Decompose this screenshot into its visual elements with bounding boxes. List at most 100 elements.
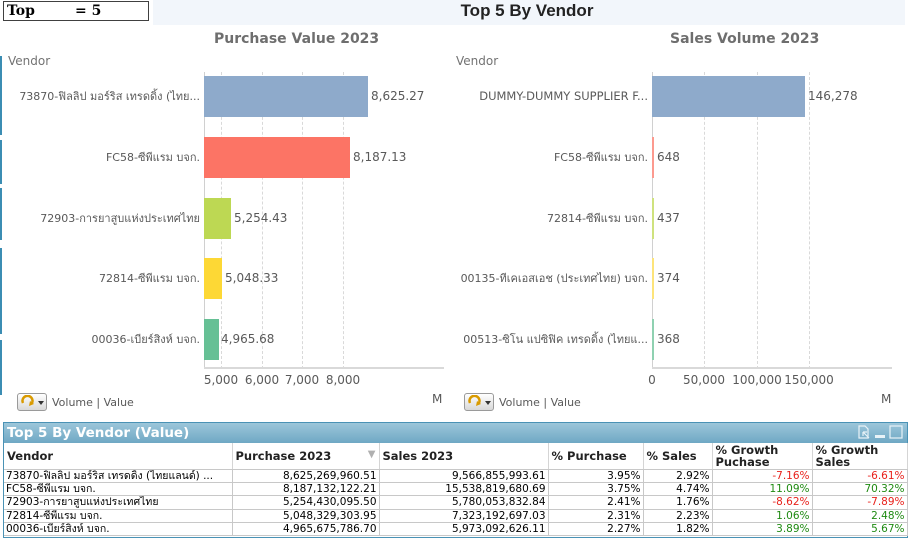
pct-purchase-cell: 2.27%	[548, 522, 644, 537]
cycle-icon[interactable]	[464, 393, 494, 411]
chart-title: Sales Volume 2023	[670, 31, 820, 47]
plot-area: 8,625.27 8,187.13 5,254.43 5,048.33 4,96…	[204, 72, 444, 369]
table-row[interactable]: 00036-เบียร์สิงห์ บจก. 4,965,675,786.70 …	[4, 522, 908, 537]
vendor-table: Vendor Purchase 2023 ▼ Sales 2023 % Purch…	[4, 443, 908, 537]
bar[interactable]	[204, 76, 368, 117]
vendor-cell[interactable]: 72814-ซีพีแรม บจก.	[4, 509, 233, 524]
maximize-icon[interactable]	[889, 425, 903, 445]
unit-label: M	[432, 392, 443, 406]
category-label[interactable]: FC58-ซีพีแรม บจก.	[553, 151, 648, 164]
purchase-cell: 8,625,269,960.51	[232, 469, 380, 483]
column-header-growth-purchase[interactable]: % Growth Puchase	[712, 443, 813, 470]
cycle-icon[interactable]	[17, 393, 47, 411]
top-n-selector[interactable]: Top = 5	[3, 1, 149, 21]
bar-value-label: 146,278	[808, 89, 858, 103]
category-label[interactable]: 00036-เบียร์สิงห์ บจก.	[91, 333, 200, 346]
sales-cell: 9,566,855,993.61	[379, 469, 549, 483]
column-header-sales-2023[interactable]: Sales 2023	[379, 443, 549, 470]
sort-indicator-icon: ▼	[367, 449, 376, 460]
vendor-cell[interactable]: 00036-เบียร์สิงห์ บจก.	[4, 522, 233, 537]
volume-value-toggle[interactable]: Volume | Value	[464, 393, 581, 411]
growth-sales-cell: -6.61%	[812, 469, 908, 483]
category-label[interactable]: FC58-ซีพีแรม บจก.	[105, 151, 200, 164]
category-label[interactable]: 00135-ทีเคเอสเอช (ประเทศไทย) บจก.	[460, 272, 648, 285]
growth-sales-cell: -7.89%	[812, 495, 908, 510]
growth-sales-cell: 5.67%	[812, 522, 908, 537]
toggle-label: Volume | Value	[499, 395, 581, 409]
bar[interactable]	[204, 198, 231, 239]
sales-cell: 5,973,092,626.11	[379, 522, 549, 537]
pct-purchase-cell: 2.31%	[548, 509, 644, 524]
x-tick: 8,000	[325, 373, 361, 387]
gridline	[262, 72, 263, 369]
gridline	[809, 72, 810, 369]
top-n-value: = 5	[75, 3, 102, 19]
sales-cell: 15,538,819,680.69	[379, 482, 549, 497]
pct-sales-cell: 4.74%	[643, 482, 713, 497]
x-tick: 6,000	[244, 373, 280, 387]
plot-area: 146,278 648 437 374 368	[652, 72, 892, 369]
table-row[interactable]: FC58-ซีพีแรม บจก. 8,187,132,122.21 15,53…	[4, 482, 908, 497]
vendor-table-object: Top 5 By Vendor (Value) Vendor Purchase …	[3, 422, 908, 538]
table-header-row: Vendor Purchase 2023 ▼ Sales 2023 % Purch…	[4, 443, 908, 470]
table-title: Top 5 By Vendor (Value)	[7, 425, 190, 441]
gridline	[757, 72, 758, 369]
vendor-cell[interactable]: FC58-ซีพีแรม บจก.	[4, 482, 233, 497]
sales-cell: 5,780,053,832.84	[379, 495, 549, 510]
minimize-icon[interactable]	[874, 425, 886, 445]
column-header-pct-sales[interactable]: % Sales	[643, 443, 713, 470]
category-label[interactable]: 00513-ซิโน แปซิฟิค เทรดดิ้ง (ไทยแ...	[463, 333, 648, 346]
pct-sales-cell: 2.23%	[643, 509, 713, 524]
bar[interactable]	[204, 258, 222, 299]
y-axis-label: Vendor	[456, 54, 499, 68]
bar-value-label: 8,187.13	[353, 150, 407, 164]
left-edge-accent	[0, 140, 2, 184]
table-row[interactable]: 72814-ซีพีแรม บจก. 5,048,329,303.95 7,32…	[4, 509, 908, 524]
column-header-vendor[interactable]: Vendor	[4, 443, 233, 470]
growth-purchase-cell: 11.09%	[712, 482, 813, 497]
vendor-cell[interactable]: 73870-ฟิลลิป มอร์ริส เทรดดิ้ง (ไทยแลนด์)…	[4, 469, 233, 483]
title-band	[153, 0, 905, 25]
column-header-pct-purchase[interactable]: % Purchase	[548, 443, 644, 470]
table-caption[interactable]: Top 5 By Vendor (Value)	[4, 423, 907, 443]
category-label[interactable]: 72903-การยาสูบแห่งประเทศไทย	[40, 212, 200, 225]
bar[interactable]	[652, 319, 654, 360]
bar[interactable]	[204, 137, 350, 178]
gridline	[302, 72, 303, 369]
growth-sales-cell: 70.32%	[812, 482, 908, 497]
left-edge-accent	[0, 188, 2, 240]
x-tick: 5,000	[203, 373, 239, 387]
column-header-purchase-2023[interactable]: Purchase 2023 ▼	[232, 443, 380, 470]
category-label[interactable]: 73870-ฟิลลิป มอร์ริส เทรดดิ้ง (ไทย...	[19, 90, 200, 103]
table-row[interactable]: 72903-การยาสูบแห่งประเทศไทย 5,254,430,09…	[4, 495, 908, 510]
volume-value-toggle[interactable]: Volume | Value	[17, 393, 134, 411]
vendor-cell[interactable]: 72903-การยาสูบแห่งประเทศไทย	[4, 495, 233, 510]
export-icon[interactable]	[857, 425, 871, 445]
table-row[interactable]: 73870-ฟิลลิป มอร์ริส เทรดดิ้ง (ไทยแลนด์)…	[4, 469, 908, 483]
bar[interactable]	[652, 258, 654, 299]
category-label[interactable]: 72814-ซีพีแรม บจก.	[546, 212, 648, 225]
caption-icons	[857, 425, 903, 445]
category-label[interactable]: 72814-ซีพีแรม บจก.	[98, 272, 200, 285]
top-n-label: Top	[7, 3, 35, 19]
growth-purchase-cell: -8.62%	[712, 495, 813, 510]
column-header-label: Purchase 2023	[235, 448, 332, 463]
purchase-value-chart: Purchase Value 2023 Vendor 8,625.27 8,18…	[0, 28, 450, 418]
category-label[interactable]: DUMMY-DUMMY SUPPLIER F...	[479, 89, 648, 103]
x-tick: 7,000	[284, 373, 320, 387]
pct-sales-cell: 1.82%	[643, 522, 713, 537]
pct-purchase-cell: 2.41%	[548, 495, 644, 510]
bar[interactable]	[652, 137, 654, 178]
bar[interactable]	[652, 76, 805, 117]
pct-purchase-cell: 3.95%	[548, 469, 644, 483]
gridline	[343, 72, 344, 369]
toggle-label: Volume | Value	[52, 395, 134, 409]
unit-label: M	[881, 392, 892, 406]
y-axis-label: Vendor	[8, 54, 51, 68]
left-edge-accent	[0, 340, 2, 395]
bar[interactable]	[652, 198, 654, 239]
bar[interactable]	[204, 319, 219, 360]
growth-purchase-cell: 3.89%	[712, 522, 813, 537]
column-header-growth-sales[interactable]: % Growth Sales	[812, 443, 908, 470]
bar-value-label: 5,254.43	[234, 211, 288, 225]
